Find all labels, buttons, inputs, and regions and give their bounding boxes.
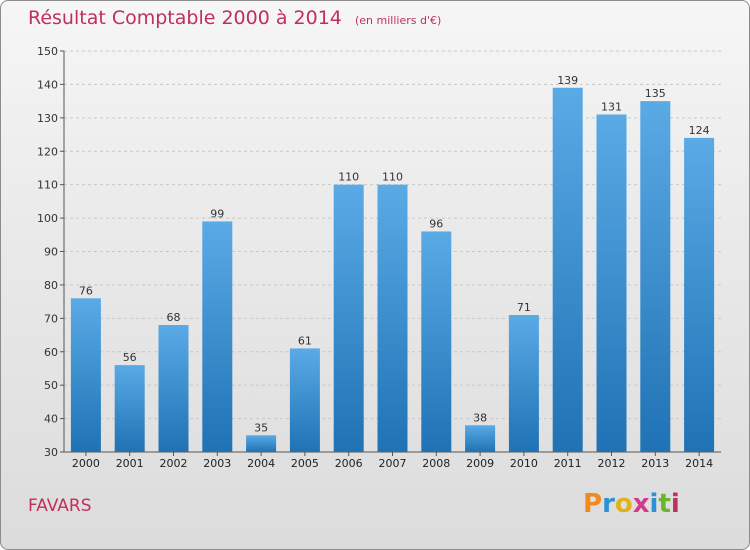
bar-2008 [421,231,452,452]
data-label-2002: 68 [167,311,181,324]
x-tick-label-2014: 2014 [685,457,713,470]
bar-2006 [333,184,364,452]
y-tick-label: 50 [44,379,58,392]
data-label-2006: 110 [338,171,359,184]
data-label-2004: 35 [254,421,268,434]
x-tick-label-2003: 2003 [203,457,231,470]
bar-2002 [158,325,189,452]
logo-letter: x [632,489,650,519]
y-tick-label: 90 [44,246,58,259]
data-label-2012: 131 [601,100,622,113]
data-label-2003: 99 [210,207,224,220]
logo-letter: r [602,489,615,519]
data-label-2010: 71 [517,301,531,314]
y-tick-label: 150 [37,45,58,58]
proxiti-logo: Proxiti [583,489,680,519]
x-tick-label-2004: 2004 [247,457,275,470]
data-label-2007: 110 [382,171,403,184]
bar-2003 [202,221,233,452]
x-tick-label-2010: 2010 [510,457,538,470]
bar-2010 [508,314,539,452]
y-tick-label: 140 [37,78,58,91]
title-row: Résultat Comptable 2000 à 2014 (en milli… [28,7,441,29]
y-tick-label: 70 [44,312,58,325]
bar-2007 [377,184,408,452]
bar-2013 [640,101,671,452]
data-label-2013: 135 [645,87,666,100]
logo-letter: i [670,489,680,519]
bar-2011 [552,87,583,452]
x-tick-label-2002: 2002 [160,457,188,470]
y-tick-label: 80 [44,279,58,292]
y-tick-label: 110 [37,179,58,192]
y-tick-label: 40 [44,413,58,426]
label-layer: 76 56 68 99 35 61 110 110 96 38 71 139 131 135 124 [79,74,710,435]
x-tick-label-2013: 2013 [641,457,669,470]
x-tick-label-2000: 2000 [72,457,100,470]
x-tick-label-2007: 2007 [379,457,407,470]
x-tick-label-2005: 2005 [291,457,319,470]
logo-letter: i [649,489,659,519]
y-tick-label: 120 [37,145,58,158]
x-tick-label-2006: 2006 [335,457,363,470]
y-tick-label: 60 [44,346,58,359]
data-label-2000: 76 [79,284,93,297]
data-label-2005: 61 [298,334,312,347]
logo-letter: o [614,489,633,519]
y-tick-label: 30 [44,446,58,459]
x-tick-label-2011: 2011 [554,457,582,470]
bar-2014 [684,137,715,452]
chart-title: Résultat Comptable 2000 à 2014 [28,7,342,29]
bar-2005 [289,348,320,452]
bar-2001 [114,365,145,452]
bar-2012 [596,114,627,452]
x-tick-label-2009: 2009 [466,457,494,470]
logo-letter: P [583,489,603,519]
data-label-2011: 139 [557,74,578,87]
x-tick-label-2012: 2012 [598,457,626,470]
y-tick-label: 130 [37,112,58,125]
data-label-2008: 96 [429,217,443,230]
data-label-2001: 56 [123,351,137,364]
bar-2009 [465,425,496,452]
logo-letter: t [658,489,671,519]
axis-layer: 30 40 50 60 70 80 90 100 110 120 130 140 150 2000 2001… [37,45,721,470]
chart-subtitle: (en milliers d'€) [354,14,442,27]
x-tick-label-2008: 2008 [422,457,450,470]
data-label-2009: 38 [473,411,487,424]
bar-layer [70,87,715,452]
data-label-2014: 124 [689,124,710,137]
y-tick-label: 100 [37,212,58,225]
bar-2000 [70,298,101,452]
commune-name: FAVARS [28,496,92,516]
bar-2004 [246,435,277,452]
x-tick-label-2001: 2001 [116,457,144,470]
